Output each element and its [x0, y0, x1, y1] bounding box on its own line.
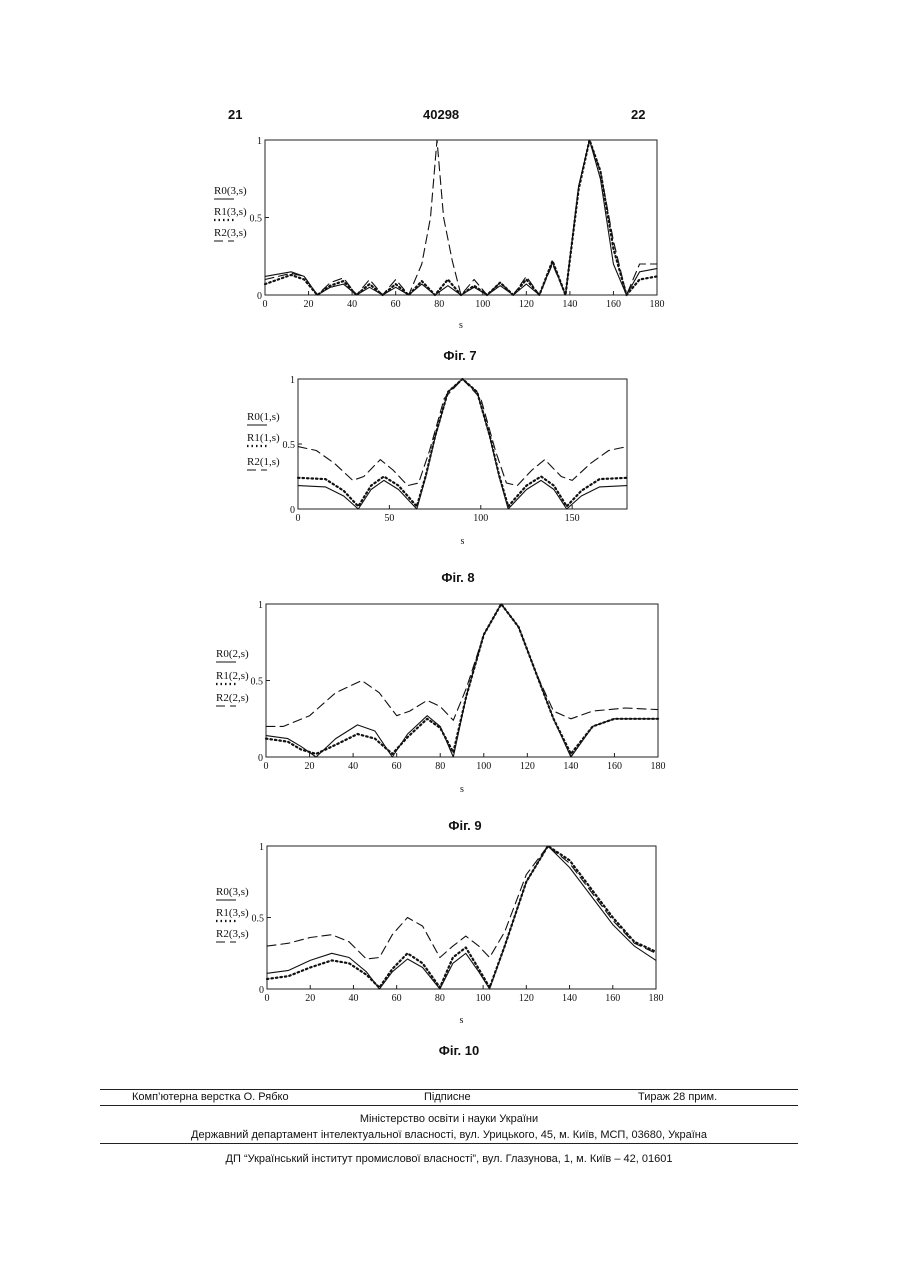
x-tick-label: 0 [264, 761, 269, 772]
series-line-dashed [266, 604, 658, 726]
x-tick-label: 0 [296, 513, 301, 524]
series-line-solid [266, 604, 658, 757]
footer-rule-bottom [100, 1143, 798, 1144]
legend-label: R2(3,s) [216, 928, 249, 940]
legend-label: R2(2,s) [216, 692, 249, 704]
x-tick-label: 160 [606, 299, 621, 310]
x-tick-label: 20 [304, 299, 314, 310]
y-tick-label: 0.5 [251, 677, 264, 688]
y-tick-label: 1 [258, 600, 263, 611]
legend-label: R2(3,s) [214, 227, 247, 239]
x-tick-label: 80 [435, 761, 445, 772]
x-axis-label: s [460, 784, 464, 795]
legend-label: R1(2,s) [216, 670, 249, 682]
footer-signed: Підписне [424, 1091, 471, 1103]
y-tick-label: 0.5 [283, 440, 296, 451]
footer-rule-top [100, 1089, 798, 1090]
x-tick-label: 80 [435, 993, 445, 1004]
x-tick-label: 140 [562, 993, 577, 1004]
x-tick-label: 0 [265, 993, 270, 1004]
x-tick-label: 160 [607, 761, 622, 772]
x-axis-label: s [460, 1015, 464, 1026]
footer-rule-middle [100, 1105, 798, 1106]
legend-label: R2(1,s) [247, 456, 280, 468]
x-tick-label: 20 [305, 993, 315, 1004]
x-tick-label: 120 [520, 761, 535, 772]
x-tick-label: 140 [563, 761, 578, 772]
x-tick-label: 60 [392, 761, 402, 772]
y-tick-label: 1 [259, 842, 264, 853]
x-tick-label: 140 [562, 299, 577, 310]
x-axis-label: s [461, 536, 465, 547]
figure-caption-8: Фіг. 8 [398, 570, 518, 585]
series-line-solid [298, 379, 627, 509]
legend-label: R1(3,s) [216, 907, 249, 919]
x-tick-label: 40 [347, 299, 357, 310]
footer-ministry: Міністерство освіти і науки України [100, 1113, 798, 1125]
x-tick-label: 40 [348, 761, 358, 772]
x-tick-label: 50 [384, 513, 394, 524]
series-line-dotted [267, 846, 656, 988]
y-tick-label: 0 [258, 753, 263, 764]
x-tick-label: 100 [476, 761, 491, 772]
figure-caption-10: Фіг. 10 [399, 1043, 519, 1058]
chart-fig-10: 0 20 40 60 80 100 120 140 160 180 0 0.5 1 R0(3,s) R1(3… [216, 842, 664, 1026]
x-tick-label: 100 [476, 993, 491, 1004]
x-tick-label: 160 [605, 993, 620, 1004]
x-tick-label: 60 [392, 993, 402, 1004]
chart-fig-9: 0 20 40 60 80 100 120 140 160 180 0 0.5 1 R0(2,s) R1(2… [216, 600, 666, 795]
figure-caption-9: Фіг. 9 [405, 818, 525, 833]
legend-label: R0(2,s) [216, 648, 249, 660]
plot-frame [266, 604, 658, 757]
x-axis-label: s [459, 320, 463, 331]
footer-department: Державний департамент інтелектуальної вл… [100, 1129, 798, 1141]
series-line-dashed [267, 846, 656, 959]
x-tick-label: 100 [475, 299, 490, 310]
chart-fig-8: 0 50 100 150 0 0.5 1 R0(1,s) R1(1,s) R2(1,s) s [247, 375, 627, 547]
series-line-dotted [298, 379, 627, 506]
series-line-dashed [298, 379, 627, 486]
x-tick-label: 0 [263, 299, 268, 310]
x-tick-label: 180 [650, 299, 665, 310]
chart-fig-7: 0 20 40 60 80 100 120 140 160 180 0 0.5 1 R0(3,s) R1(3… [214, 136, 665, 331]
x-tick-label: 100 [473, 513, 488, 524]
series-line-dashed [265, 140, 657, 295]
y-tick-label: 0 [257, 291, 262, 302]
series-line-dotted [266, 604, 658, 754]
y-tick-label: 1 [290, 375, 295, 386]
legend-label: R0(1,s) [247, 411, 280, 423]
legend-label: R1(1,s) [247, 432, 280, 444]
legend-label: R0(3,s) [214, 185, 247, 197]
x-tick-label: 40 [348, 993, 358, 1004]
x-tick-label: 120 [519, 299, 534, 310]
x-tick-label: 180 [649, 993, 664, 1004]
y-tick-label: 0 [259, 985, 264, 996]
legend-label: R1(3,s) [214, 206, 247, 218]
x-tick-label: 120 [519, 993, 534, 1004]
y-tick-label: 1 [257, 136, 262, 147]
plot-frame [298, 379, 627, 509]
footer-layout-credit: Комп’ютерна верстка О. Рябко [132, 1091, 289, 1103]
figure-caption-7: Фіг. 7 [400, 348, 520, 363]
legend-label: R0(3,s) [216, 886, 249, 898]
plot-frame [267, 846, 656, 989]
x-tick-label: 60 [391, 299, 401, 310]
y-tick-label: 0 [290, 505, 295, 516]
series-line-solid [267, 846, 656, 989]
footer-institute: ДП “Український інститут промислової вла… [100, 1153, 798, 1165]
x-tick-label: 180 [651, 761, 666, 772]
x-tick-label: 150 [565, 513, 580, 524]
x-tick-label: 80 [434, 299, 444, 310]
footer-circulation: Тираж 28 прим. [638, 1091, 717, 1103]
x-tick-label: 20 [305, 761, 315, 772]
y-tick-label: 0.5 [250, 214, 263, 225]
y-tick-label: 0.5 [252, 914, 265, 925]
